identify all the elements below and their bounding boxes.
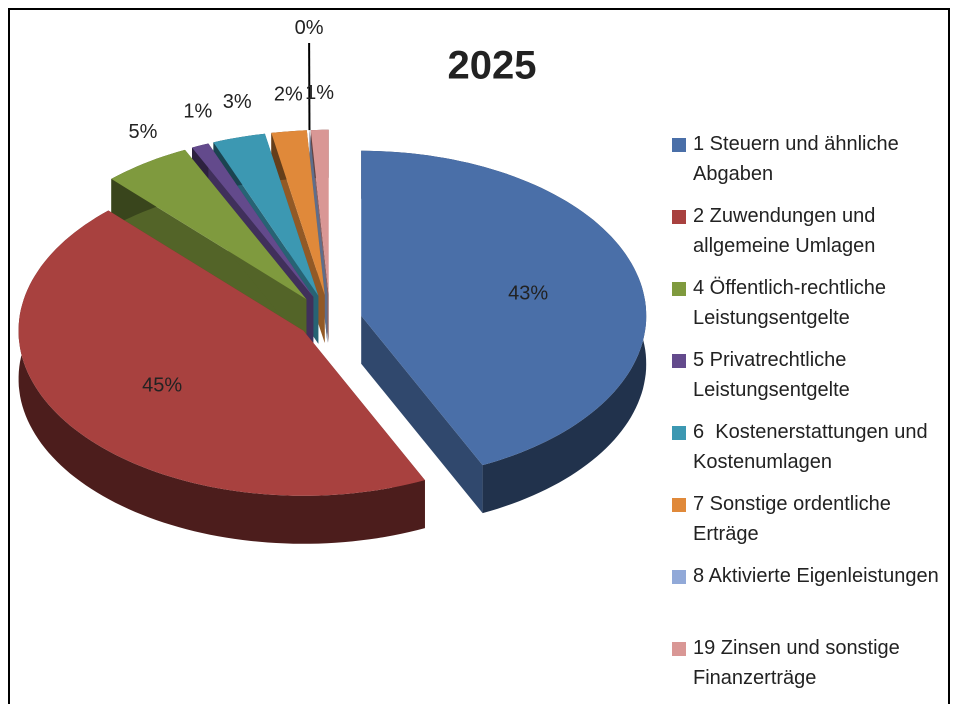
data-label: 1% (305, 82, 334, 104)
legend-label: 7 Sonstige ordentliche Erträge (693, 493, 891, 545)
legend-label: 1 Steuern und ähnliche Abgaben (693, 133, 899, 185)
data-label: 1% (183, 100, 212, 122)
slice (192, 143, 314, 297)
slice (18, 210, 425, 496)
slice (111, 149, 307, 300)
legend-label: 2 Zuwendungen und allgemeine Umlagen (693, 205, 875, 257)
data-label: 0% (295, 17, 324, 39)
data-label: 5% (129, 121, 158, 143)
legend-label: 8 Aktivierte Eigenleistungen (693, 565, 939, 587)
legend-swatch (672, 138, 686, 152)
slice (213, 133, 319, 296)
legend-swatch (672, 354, 686, 368)
chart-title: 2025 (448, 44, 537, 88)
data-label: 3% (223, 91, 252, 113)
legend-swatch (672, 570, 686, 584)
legend-swatch (672, 642, 686, 656)
legend-label: 5 Privatrechtliche Leistungsentgelte (693, 349, 850, 401)
legend-swatch (672, 210, 686, 224)
slice (361, 150, 647, 466)
data-label: 2% (274, 84, 303, 106)
legend-label: 4 Öffentlich-rechtliche Leistungsentgelte (693, 277, 886, 329)
legend-swatch (672, 426, 686, 440)
legend-swatch (672, 498, 686, 512)
slice-outer-wall (18, 210, 425, 544)
slice-side-face (361, 315, 483, 514)
legend-label: 19 Zinsen und sonstige Finanzerträge (693, 637, 900, 689)
data-label: 43% (508, 282, 548, 304)
data-label: 45% (142, 375, 182, 397)
legend-label: 6 Kostenerstattungen und Kostenumlagen (693, 421, 928, 473)
legend-swatch (672, 282, 686, 296)
slice (271, 130, 325, 295)
slice (310, 129, 329, 295)
